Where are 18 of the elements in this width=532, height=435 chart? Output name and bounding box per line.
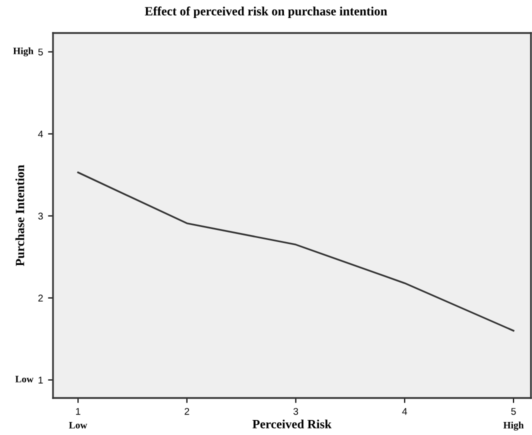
y-axis-title: Purchase Intention xyxy=(15,164,24,266)
chart-title: Effect of perceived risk on purchase intention xyxy=(144,6,388,18)
text: Low xyxy=(69,422,88,428)
y-tick-label: 2 xyxy=(38,294,43,302)
y-tick-label: 3 xyxy=(38,212,43,220)
text: Low xyxy=(15,376,34,382)
text: High xyxy=(13,47,34,56)
text: High xyxy=(503,422,524,431)
x-tick-label: 5 xyxy=(511,408,516,415)
x-tick-label: 2 xyxy=(184,408,190,415)
line-series xyxy=(77,172,514,332)
x-axis-title: Perceived Risk xyxy=(252,420,332,428)
y-tick-label: 1 xyxy=(38,376,43,384)
y-tick-label: 4 xyxy=(38,130,43,138)
x-tick-label: 1 xyxy=(76,408,80,415)
x-tick-label: 3 xyxy=(293,408,298,415)
x-tick-label: 4 xyxy=(402,408,408,415)
y-tick-label: 5 xyxy=(38,48,43,56)
